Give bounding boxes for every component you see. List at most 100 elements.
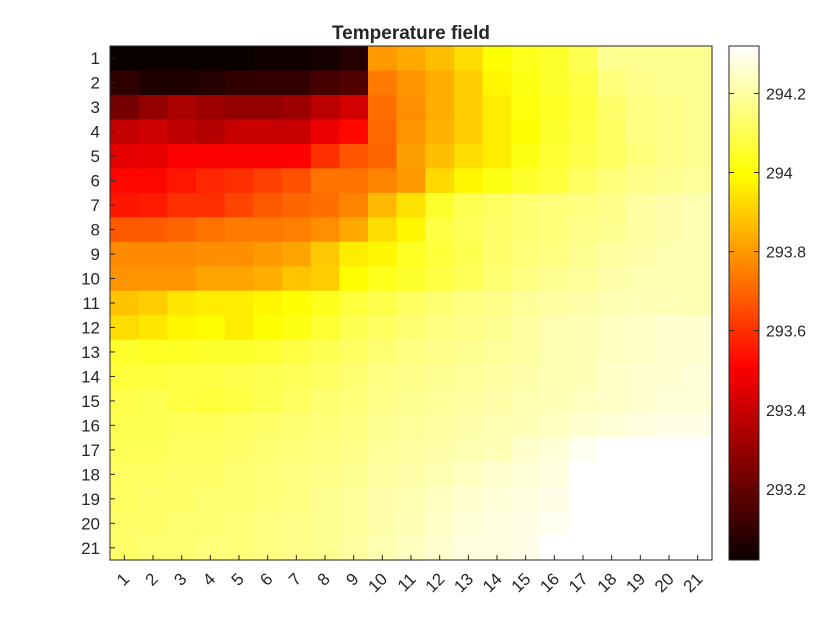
heatmap-cell (339, 266, 369, 292)
heatmap-cell (425, 192, 455, 218)
heatmap-cell (654, 241, 684, 267)
heatmap-cell (654, 168, 684, 194)
heatmap-cell (253, 143, 283, 169)
heatmap-cell (368, 266, 398, 292)
heatmap-cell (626, 388, 656, 414)
heatmap-cell (511, 241, 541, 267)
y-tick-label: 15 (81, 392, 100, 411)
heatmap-cell (454, 266, 484, 292)
heatmap-cell (310, 192, 340, 218)
heatmap-cell (511, 168, 541, 194)
heatmap-cell (167, 462, 197, 488)
heatmap-cell (683, 462, 713, 488)
heatmap-cell (511, 486, 541, 512)
heatmap-cell (626, 143, 656, 169)
heatmap-cell (196, 266, 226, 292)
heatmap-cell (597, 339, 627, 365)
heatmap-cell (339, 437, 369, 463)
heatmap-cell (626, 339, 656, 365)
heatmap-cell (253, 315, 283, 341)
heatmap-cell (425, 217, 455, 243)
y-tick-label: 4 (91, 123, 100, 142)
heatmap-cell (253, 437, 283, 463)
heatmap-cell (626, 437, 656, 463)
x-tick-label: 14 (479, 569, 506, 596)
heatmap-cell (138, 241, 168, 267)
heatmap-cell (339, 168, 369, 194)
colorbar-ticks: 293.2 293.4 293.6 293.8 294 294.2 (729, 86, 806, 499)
heatmap-cell (511, 413, 541, 439)
heatmap-cell (368, 462, 398, 488)
heatmap-cell (597, 192, 627, 218)
heatmap-cell (482, 192, 512, 218)
heatmap-cell (425, 413, 455, 439)
heatmap-cell (597, 241, 627, 267)
chart-title: Temperature field (332, 23, 490, 44)
heatmap-cell (253, 168, 283, 194)
heatmap-cell (511, 462, 541, 488)
heatmap-cell (654, 364, 684, 390)
heatmap-cell (224, 437, 254, 463)
heatmap-cell (339, 290, 369, 316)
colorbar-tick-label: 293.4 (766, 403, 806, 420)
heatmap-cell (253, 46, 283, 72)
heatmap-cell (482, 94, 512, 121)
heatmap-cell (196, 119, 226, 145)
heatmap-cell (654, 290, 684, 316)
heatmap-cell (396, 437, 426, 463)
heatmap-cell (568, 486, 598, 512)
heatmap-cell (654, 511, 684, 537)
heatmap-cell (196, 46, 226, 72)
heatmap-cell (568, 119, 598, 145)
heatmap-cell (425, 462, 455, 488)
heatmap-cell (196, 94, 226, 121)
heatmap-cell (454, 290, 484, 316)
heatmap-cell (282, 217, 312, 243)
heatmap-cell (482, 388, 512, 414)
heatmap-cell (167, 315, 197, 341)
heatmap-cell (683, 388, 713, 414)
heatmap-cell (654, 192, 684, 218)
heatmap-cell (482, 119, 512, 145)
heatmap-cell (654, 46, 684, 72)
heatmap-cell (368, 339, 398, 365)
heatmap-cell (167, 437, 197, 463)
heatmap-cell (654, 388, 684, 414)
heatmap-cell (339, 413, 369, 439)
heatmap-cell (454, 486, 484, 512)
heatmap-cell (310, 266, 340, 292)
heatmap-cell (396, 364, 426, 390)
heatmap-cell (597, 315, 627, 341)
heatmap-cell (310, 462, 340, 488)
heatmap-cell (282, 290, 312, 316)
x-tick-label: 4 (199, 569, 219, 589)
heatmap-cell (224, 486, 254, 512)
heatmap-cell (196, 241, 226, 267)
heatmap-cell (310, 486, 340, 512)
heatmap-cell (196, 217, 226, 243)
heatmap-cell (224, 339, 254, 365)
heatmap-cell (339, 192, 369, 218)
heatmap-cell (282, 94, 312, 121)
heatmap-cell (626, 217, 656, 243)
x-tick-label: 17 (565, 569, 592, 596)
heatmap-cell (683, 290, 713, 316)
heatmap-cell (196, 315, 226, 341)
heatmap-cell (454, 413, 484, 439)
heatmap-cell (310, 217, 340, 243)
heatmap-cell (454, 217, 484, 243)
heatmap-cell (196, 364, 226, 390)
heatmap-cell (339, 217, 369, 243)
heatmap-cell (368, 217, 398, 243)
heatmap-cell (540, 168, 570, 194)
heatmap-cell (540, 486, 570, 512)
heatmap-cell (454, 462, 484, 488)
heatmap-cell (482, 364, 512, 390)
heatmap-cell (310, 511, 340, 537)
heatmap-cell (138, 290, 168, 316)
heatmap-cell (511, 70, 541, 96)
heatmap-cell (282, 437, 312, 463)
heatmap-cell (196, 290, 226, 316)
heatmap-cell (511, 339, 541, 365)
heatmap-cell (626, 486, 656, 512)
